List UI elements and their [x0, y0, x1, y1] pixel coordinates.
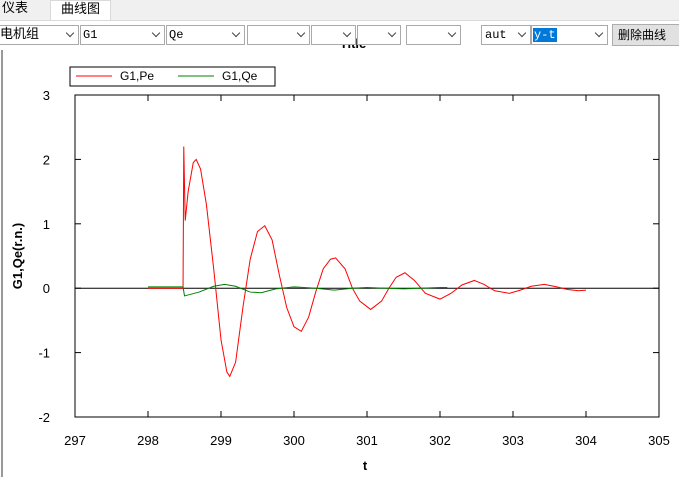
- legend-box: [69, 66, 276, 87]
- device-combo[interactable]: G1: [80, 25, 165, 45]
- x-tick-label: 299: [210, 433, 232, 448]
- tab[interactable]: 仪表: [2, 1, 29, 16]
- series-line: [148, 283, 448, 297]
- y-axis-label: G1,Qe(r.n.): [10, 223, 25, 289]
- tab-bar: 仪表 曲线图: [0, 0, 679, 21]
- y-tick-label: 2: [43, 152, 50, 167]
- empty-combo[interactable]: [406, 25, 461, 45]
- mode-combo[interactable]: y-t: [531, 25, 608, 45]
- toolbar: 发电机组 G1 Qe aut y-t 删除曲线: [0, 21, 679, 50]
- tab-active[interactable]: 曲线图: [50, 0, 112, 20]
- empty-combo[interactable]: [247, 25, 310, 45]
- x-tick-label: 303: [502, 433, 524, 448]
- delete-curve-button[interactable]: 删除曲线: [612, 24, 679, 46]
- combo-text: G1: [83, 28, 98, 42]
- y-tick-label: 1: [43, 217, 50, 232]
- generator-combo[interactable]: 发电机组: [0, 25, 79, 45]
- series-line: [148, 146, 587, 378]
- x-tick-label: 304: [575, 433, 597, 448]
- y-tick-label: 0: [43, 281, 50, 296]
- combo-text: Qe: [169, 28, 184, 42]
- x-tick-label: 298: [137, 433, 159, 448]
- x-tick-label: 300: [283, 433, 305, 448]
- combo-text: aut: [485, 28, 507, 42]
- variable-combo[interactable]: Qe: [166, 25, 245, 45]
- combo-text: y-t: [533, 28, 557, 42]
- x-tick-label: 305: [648, 433, 670, 448]
- x-axis-label: t: [363, 458, 368, 473]
- plot-frame: [74, 94, 660, 418]
- y-tick-label: -1: [38, 346, 50, 361]
- combo-text: 发电机组: [0, 27, 40, 42]
- x-tick-label: 302: [429, 433, 451, 448]
- legend-label: G1,Pe: [120, 69, 154, 83]
- legend-label: G1,Qe: [222, 69, 258, 83]
- x-tick-label: 301: [356, 433, 378, 448]
- x-tick-label: 297: [64, 433, 86, 448]
- empty-combo[interactable]: [357, 25, 401, 45]
- y-tick-label: -2: [38, 410, 50, 425]
- empty-combo[interactable]: [311, 25, 356, 45]
- y-tick-label: 3: [43, 88, 50, 103]
- scale-combo[interactable]: aut: [481, 25, 531, 45]
